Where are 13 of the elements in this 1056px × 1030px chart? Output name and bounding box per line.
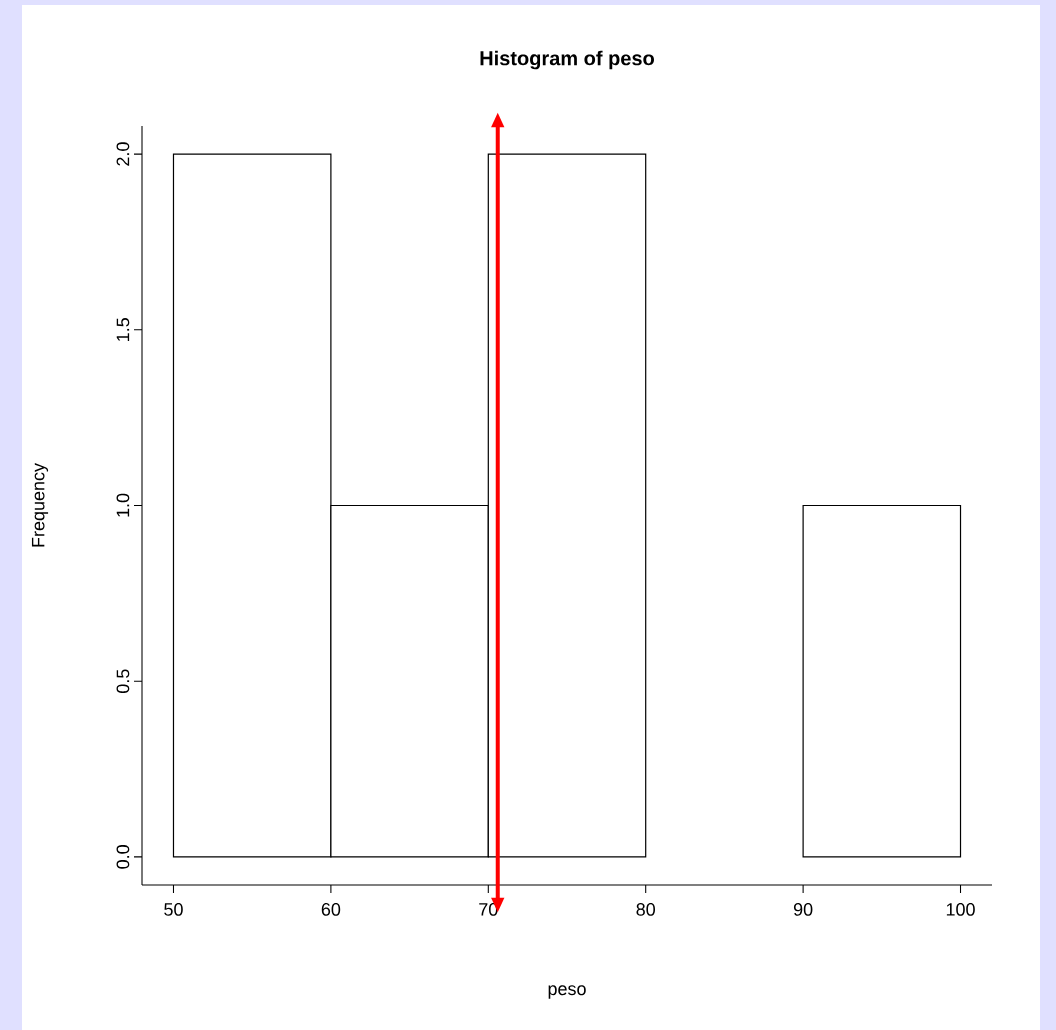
- y-tick-label: 0.5: [116, 669, 130, 693]
- chart-title: Histogram of peso: [480, 50, 654, 70]
- x-tick-label: 90: [793, 903, 813, 916]
- x-tick-label: 60: [321, 903, 341, 916]
- y-axis-title: Frequency: [31, 463, 49, 547]
- y-tick-label: 2.0: [116, 142, 130, 166]
- x-tick-label: 100: [946, 903, 975, 916]
- y-tick-label: 1.5: [116, 318, 130, 341]
- x-axis-title: peso: [548, 985, 586, 999]
- x-tick-label: 80: [636, 903, 656, 916]
- y-tick-label: 1.0: [116, 493, 130, 517]
- y-tick-label: 0.0: [116, 845, 130, 869]
- x-tick-label: 50: [164, 903, 183, 916]
